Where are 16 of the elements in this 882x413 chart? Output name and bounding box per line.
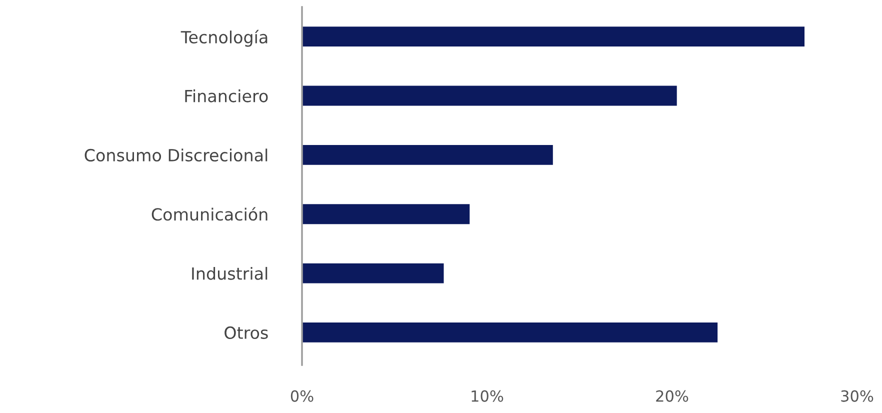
x-tick-label: 0% bbox=[290, 390, 314, 402]
bar bbox=[302, 25, 806, 48]
bar bbox=[302, 262, 446, 285]
y-tick-label: Otros bbox=[224, 326, 268, 340]
x-tick-label: 10% bbox=[472, 390, 504, 402]
y-tick-label: Tecnología bbox=[180, 30, 268, 47]
y-tick-label: Industrial bbox=[192, 266, 268, 280]
bar bbox=[302, 202, 472, 226]
y-tick-label: Consumo Discrecional bbox=[84, 148, 268, 162]
x-tick-label: 20% bbox=[656, 390, 688, 402]
y-tick-label: Financiero bbox=[185, 89, 268, 102]
x-tick-label: 30% bbox=[841, 390, 874, 402]
bar bbox=[302, 321, 719, 344]
bar bbox=[302, 84, 678, 108]
y-tick-label: Comunicación bbox=[152, 207, 268, 221]
bar bbox=[302, 144, 554, 166]
